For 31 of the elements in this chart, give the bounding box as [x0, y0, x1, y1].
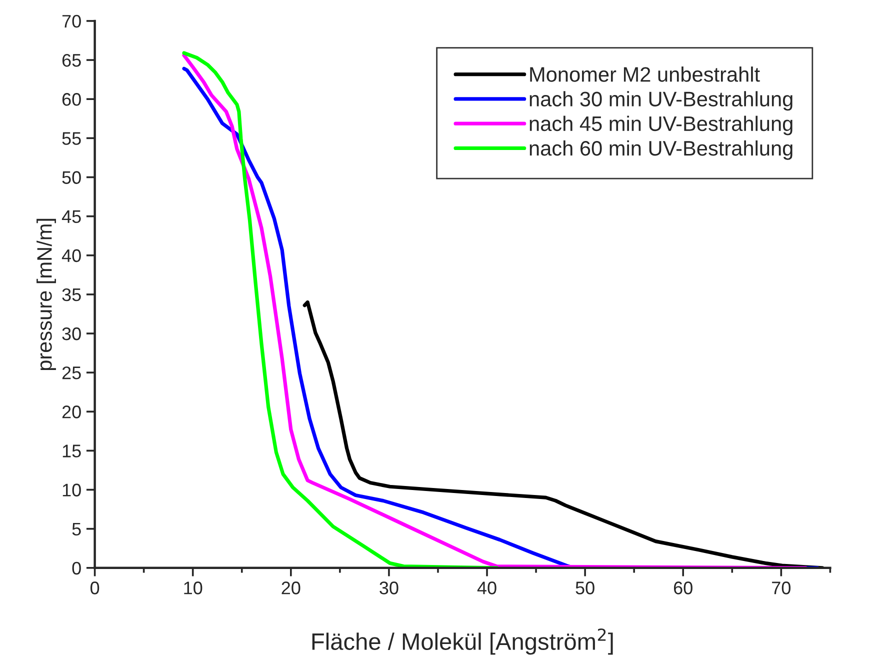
line-series [182, 51, 499, 568]
y-tick-label: 70 [62, 14, 81, 28]
y-tick-label: 10 [62, 484, 81, 496]
y-tick-label: 45 [62, 210, 81, 224]
y-tick-label: 30 [62, 327, 81, 340]
y-tick-label: 65 [62, 54, 81, 67]
y-tick-label: 35 [62, 288, 81, 302]
legend-label: nach 45 min UV-Bestrahlung [530, 116, 792, 136]
y-tick-label: 20 [62, 406, 81, 418]
legend-label: nach 60 min UV-Bestrahlung [530, 140, 792, 160]
y-axis-title: pressure [mN/m] [36, 218, 56, 370]
y-tick-label: 5 [72, 522, 81, 536]
x-tick-label: 50 [576, 582, 594, 594]
y-tick-label: 0 [72, 562, 81, 575]
x-tick-label: 60 [674, 582, 692, 594]
legend-label: nach 30 min UV-Bestrahlung [530, 91, 792, 111]
y-tick-label: 55 [62, 132, 81, 145]
legend-label: Monomer M2 unbestrahlt [530, 66, 760, 82]
x-tick-label: 30 [380, 582, 398, 594]
x-tick-label: 40 [477, 582, 496, 594]
y-tick-label: 25 [62, 366, 81, 380]
x-axis-title: Fläche / Molekül [Angström$^{2}$] [312, 628, 613, 655]
x-tick-label: 10 [184, 582, 202, 594]
y-tick-label: 15 [62, 444, 81, 458]
y-tick-label: 50 [62, 171, 81, 184]
line-series [302, 300, 824, 568]
x-tick-label: 70 [772, 582, 790, 594]
y-tick-label: 40 [62, 249, 81, 262]
y-tick-label: 60 [62, 93, 81, 106]
x-tick-label: 0 [90, 582, 100, 594]
x-tick-label: 20 [282, 582, 300, 594]
